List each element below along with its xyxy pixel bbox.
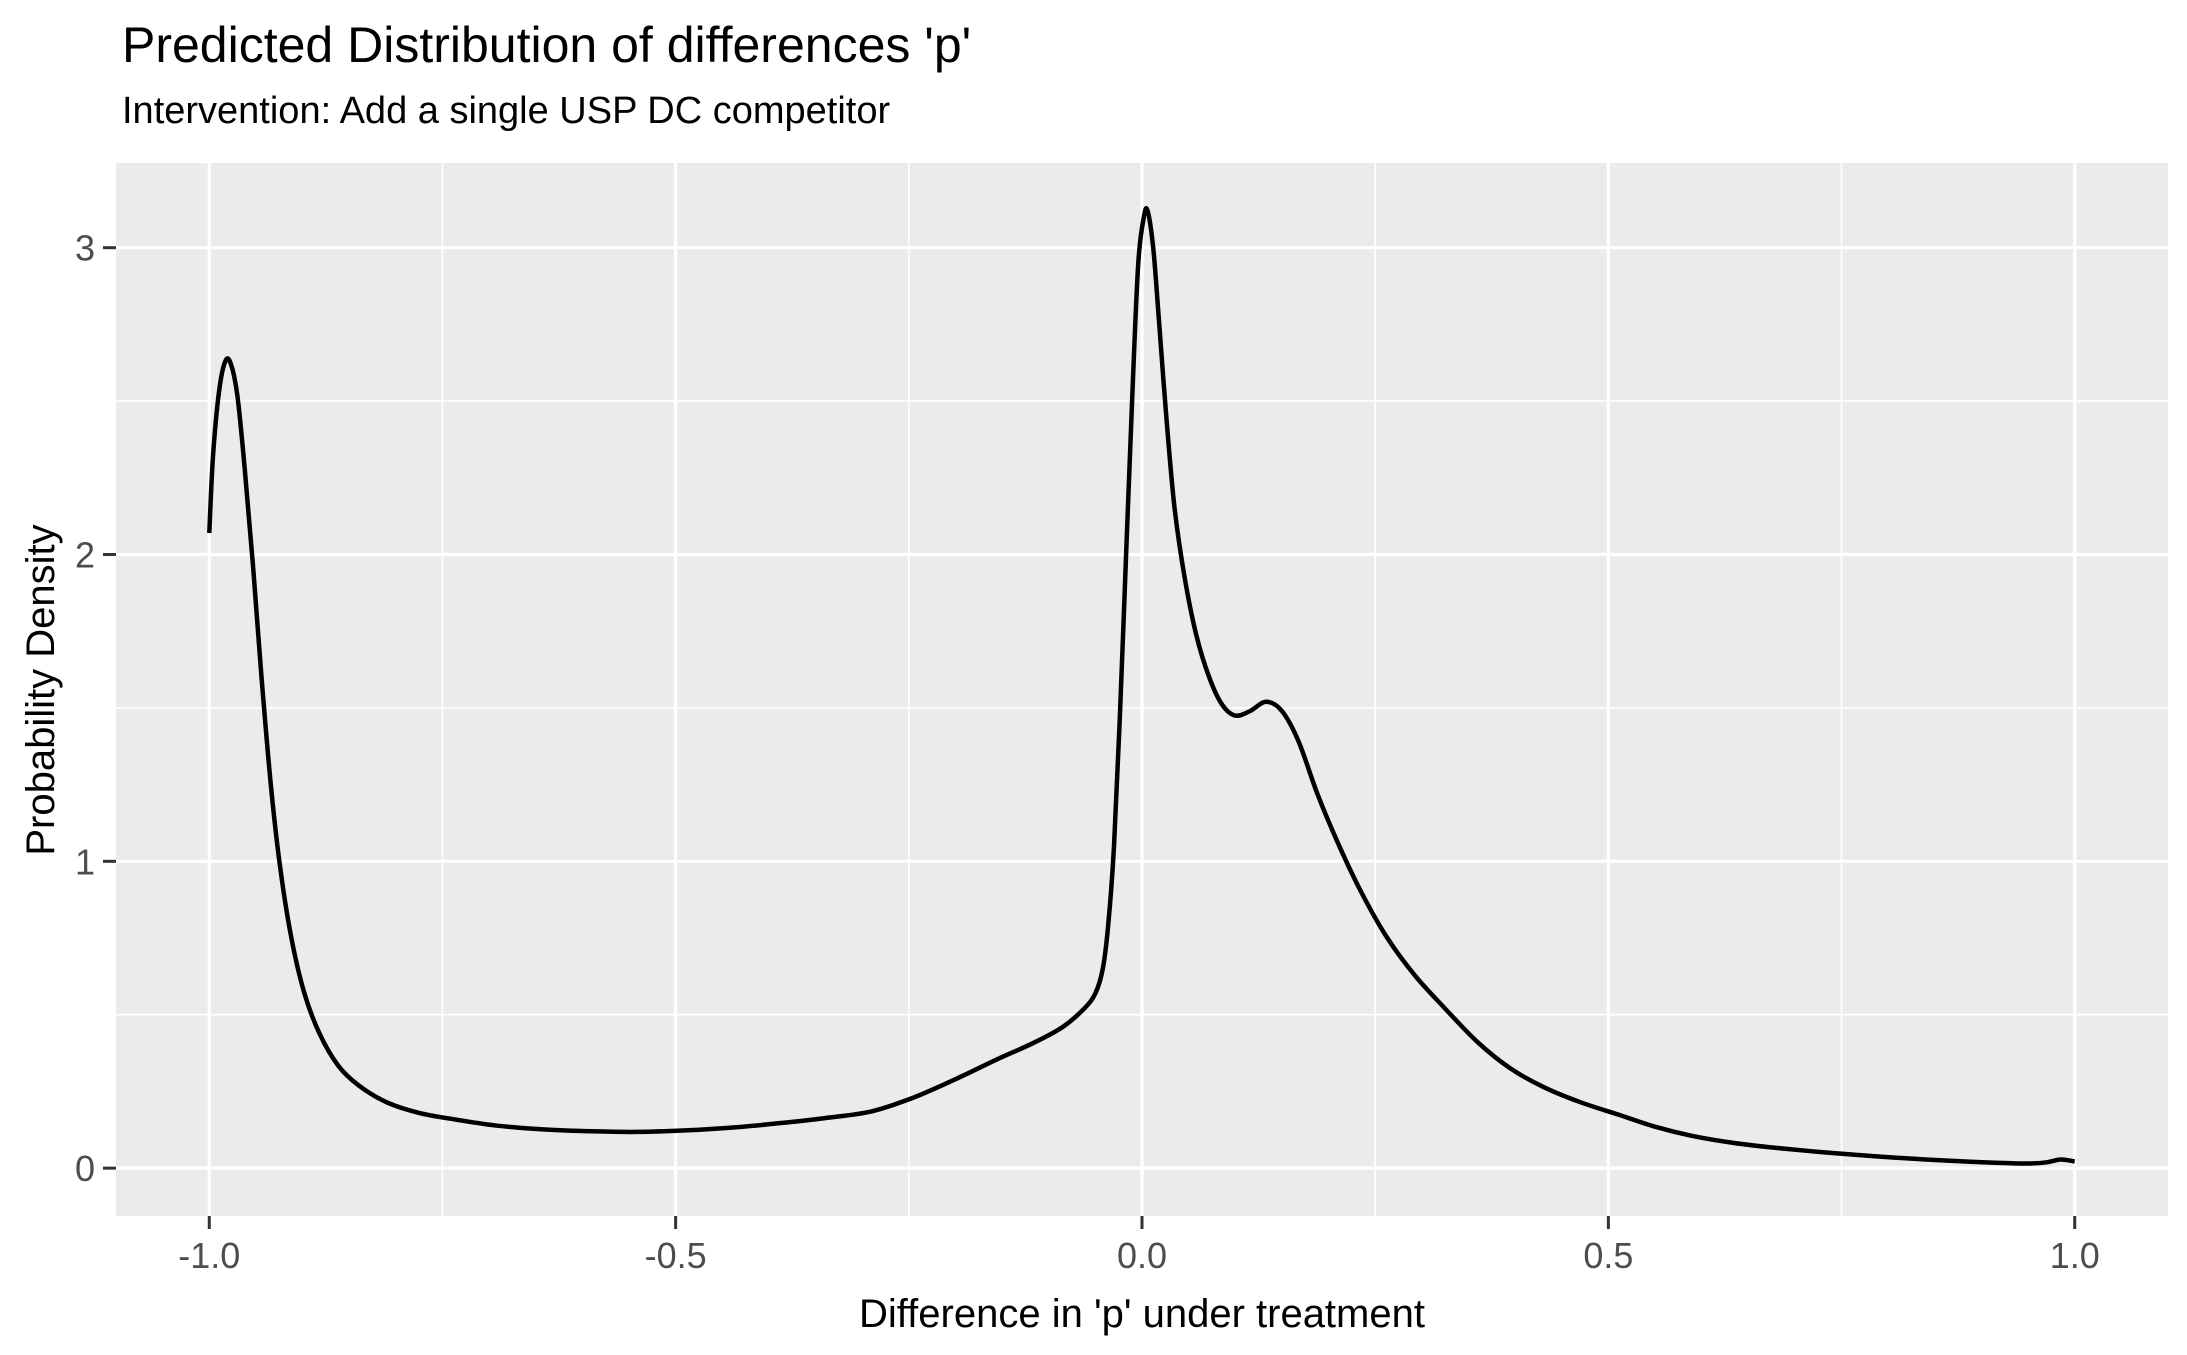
y-tick-label: 0: [75, 1148, 95, 1189]
x-tick-label: 0.0: [1117, 1235, 1167, 1276]
y-axis-tick-labels: 0 1 2 3: [75, 228, 95, 1189]
y-tick-label: 3: [75, 228, 95, 269]
page-title: Predicted Distribution of differences 'p…: [122, 17, 971, 73]
x-axis-tick-marks: [207, 1216, 2077, 1229]
x-tick-label: 1.0: [2050, 1235, 2100, 1276]
y-axis-tick-marks: [103, 246, 116, 1170]
page-subtitle: Intervention: Add a single USP DC compet…: [122, 90, 890, 132]
y-axis-title: Probability Density: [19, 524, 63, 855]
x-tick-label: -1.0: [178, 1235, 240, 1276]
y-tick-label: 1: [75, 841, 95, 882]
x-tick-label: 0.5: [1583, 1235, 1633, 1276]
density-curve: [207, 206, 2076, 1166]
major-gridlines: [116, 163, 2168, 1216]
y-tick-label: 2: [75, 535, 95, 576]
x-axis-tick-labels: -1.0 -0.5 0.0 0.5 1.0: [178, 1235, 2100, 1276]
x-axis-title: Difference in 'p' under treatment: [859, 1292, 1425, 1336]
x-tick-label: -0.5: [645, 1235, 707, 1276]
